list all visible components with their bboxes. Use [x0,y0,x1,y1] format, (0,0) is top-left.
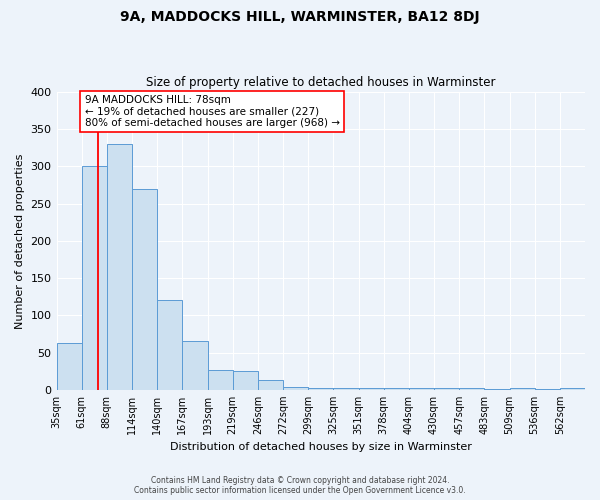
Bar [283,387,308,390]
Text: 9A, MADDOCKS HILL, WARMINSTER, BA12 8DJ: 9A, MADDOCKS HILL, WARMINSTER, BA12 8DJ [120,10,480,24]
Bar [82,166,107,390]
Bar [258,380,283,390]
Bar [509,388,535,390]
Bar [484,389,509,390]
Bar [56,343,82,390]
Bar [107,144,132,390]
Bar [208,370,233,390]
Bar [334,388,359,390]
Bar [233,371,258,390]
Bar [535,389,560,390]
Text: Contains HM Land Registry data © Crown copyright and database right 2024.
Contai: Contains HM Land Registry data © Crown c… [134,476,466,495]
Y-axis label: Number of detached properties: Number of detached properties [15,153,25,328]
Bar [434,388,459,390]
Bar [409,388,434,390]
Bar [459,388,484,390]
Bar [132,189,157,390]
Title: Size of property relative to detached houses in Warminster: Size of property relative to detached ho… [146,76,496,90]
Bar [157,300,182,390]
Bar [182,342,208,390]
Bar [308,388,334,390]
Bar [383,388,409,390]
Bar [560,388,585,390]
Text: 9A MADDOCKS HILL: 78sqm
← 19% of detached houses are smaller (227)
80% of semi-d: 9A MADDOCKS HILL: 78sqm ← 19% of detache… [85,95,340,128]
Bar [359,388,383,390]
X-axis label: Distribution of detached houses by size in Warminster: Distribution of detached houses by size … [170,442,472,452]
